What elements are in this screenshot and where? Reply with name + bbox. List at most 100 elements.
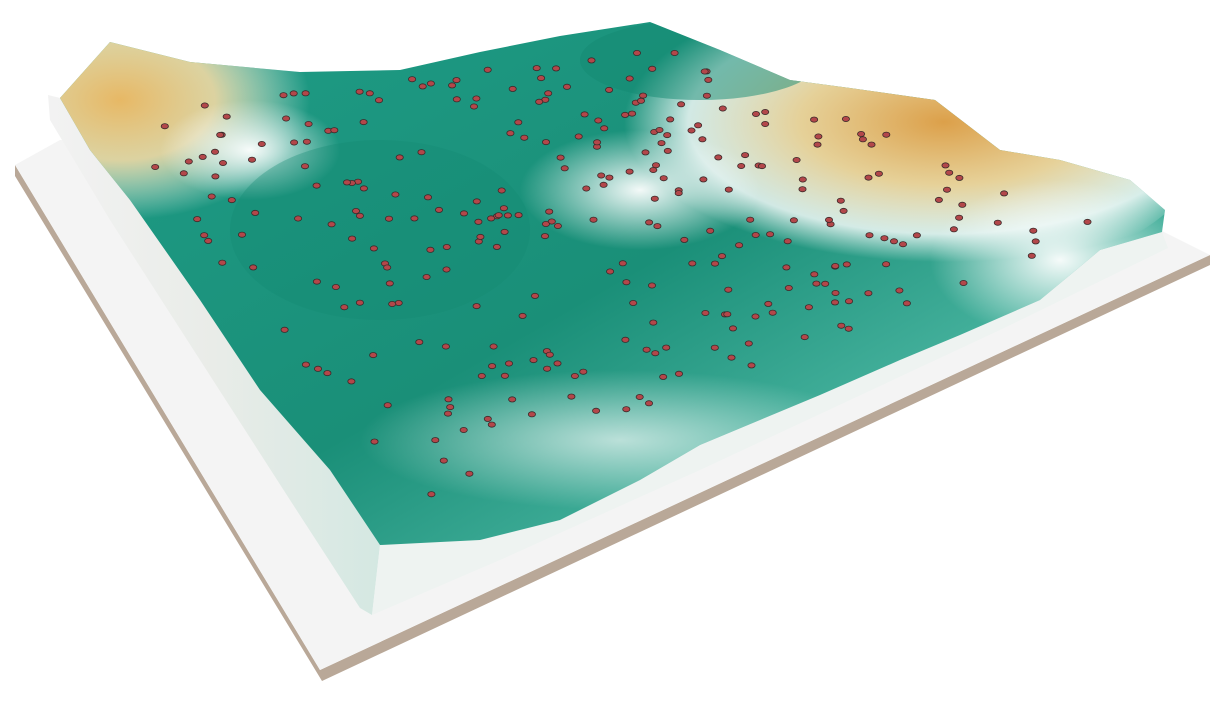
sample-point	[227, 197, 236, 204]
sample-point	[570, 372, 579, 379]
sample-point	[645, 400, 654, 407]
sample-point	[882, 131, 891, 138]
sample-point	[237, 231, 246, 238]
sample-point	[542, 139, 551, 146]
sample-point	[222, 113, 231, 120]
sample-point	[621, 111, 630, 118]
sample-point	[216, 131, 225, 138]
sample-point	[867, 141, 876, 148]
sample-point	[874, 170, 883, 177]
sample-point	[813, 141, 822, 148]
sample-point	[444, 396, 453, 403]
sample-point	[621, 336, 630, 343]
sample-point	[694, 122, 703, 129]
sample-point	[706, 227, 715, 234]
sample-point	[949, 226, 958, 233]
sample-point	[637, 97, 646, 104]
sample-point	[857, 130, 866, 137]
highlight	[520, 130, 760, 250]
sample-point	[890, 238, 899, 245]
sample-point	[810, 271, 819, 278]
sample-point	[649, 166, 658, 173]
sample-point	[1031, 238, 1040, 245]
sample-point	[544, 90, 553, 97]
sample-point	[821, 280, 830, 287]
sample-point	[301, 361, 310, 368]
sample-point	[655, 127, 664, 134]
sample-point	[312, 278, 321, 285]
sample-point	[589, 216, 598, 223]
sample-point	[426, 80, 435, 87]
sample-point	[659, 373, 668, 380]
sample-point	[497, 187, 506, 194]
sample-point	[825, 216, 834, 223]
sample-point	[899, 241, 908, 248]
sample-point	[560, 165, 569, 172]
sample-point	[200, 102, 209, 109]
sample-point	[179, 170, 188, 177]
sample-point	[606, 268, 615, 275]
sample-point	[567, 393, 576, 400]
sample-point	[487, 421, 496, 428]
sample-point	[792, 156, 801, 163]
sample-point	[369, 352, 378, 359]
sample-point	[804, 304, 813, 311]
sample-point	[518, 312, 527, 319]
sample-point	[508, 85, 517, 92]
shade	[230, 140, 530, 320]
sample-point	[210, 148, 219, 155]
sample-point	[747, 362, 756, 369]
sample-point	[151, 163, 160, 170]
sample-point	[331, 283, 340, 290]
sample-point	[639, 92, 648, 99]
sample-point	[408, 76, 417, 83]
sample-point	[882, 261, 891, 268]
sample-point	[666, 116, 675, 123]
sample-point	[391, 191, 400, 198]
sample-point	[563, 83, 572, 90]
sample-point	[282, 115, 291, 122]
sample-point	[200, 232, 209, 239]
sample-point	[902, 300, 911, 307]
sample-point	[698, 136, 707, 143]
sample-point	[383, 402, 392, 409]
sample-point	[605, 86, 614, 93]
sample-point	[369, 245, 378, 252]
sample-point	[249, 264, 258, 271]
sample-point	[527, 411, 536, 418]
sample-point	[218, 159, 227, 166]
sample-point	[659, 175, 668, 182]
sample-point	[388, 300, 397, 307]
sample-point	[674, 190, 683, 197]
sample-point	[355, 88, 364, 95]
sample-point	[384, 215, 393, 222]
sample-point	[625, 168, 634, 175]
sample-point	[492, 243, 501, 250]
sample-point	[494, 212, 503, 219]
sample-point	[764, 300, 773, 307]
sample-point	[574, 133, 583, 140]
sample-point	[718, 253, 727, 260]
sample-point	[941, 162, 950, 169]
sample-point	[723, 311, 732, 318]
sample-point	[751, 313, 760, 320]
sample-point	[800, 334, 809, 341]
sample-point	[370, 438, 379, 445]
sample-point	[677, 101, 686, 108]
sample-point	[506, 130, 515, 137]
sample-point	[625, 75, 634, 82]
sample-point	[993, 219, 1002, 226]
sample-point	[1029, 227, 1038, 234]
sample-point	[294, 215, 303, 222]
sample-point	[912, 232, 921, 239]
sample-point	[618, 260, 627, 267]
sample-point	[500, 228, 509, 235]
sample-point	[735, 242, 744, 249]
sample-point	[710, 344, 719, 351]
sample-point	[514, 119, 523, 126]
sample-point	[633, 50, 642, 57]
sample-point	[837, 322, 846, 329]
sample-point	[841, 116, 850, 123]
sample-point	[531, 292, 540, 299]
